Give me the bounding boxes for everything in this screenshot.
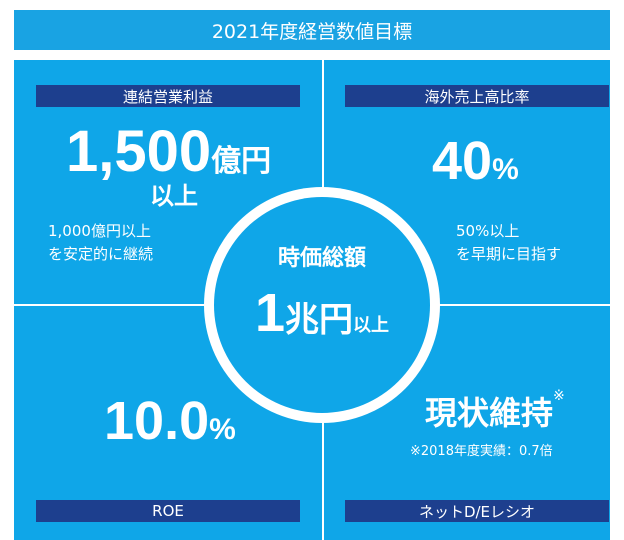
label: 連結営業利益 bbox=[122, 87, 213, 106]
note: 1,000億円以上 bbox=[48, 222, 151, 240]
unit: ※ bbox=[553, 388, 565, 404]
value: 40 bbox=[432, 131, 493, 191]
label: 海外売上高比率 bbox=[424, 87, 530, 106]
suffix: 以上 bbox=[353, 315, 390, 335]
center-value-group: 1兆円以上 bbox=[222, 282, 422, 344]
note: ※2018年度実績：0.7倍 bbox=[410, 444, 553, 459]
title-bar: 2021年度経営数値目標 bbox=[14, 10, 610, 50]
unit: 兆円 bbox=[285, 301, 354, 339]
label-bar: ネットD/Eレシオ bbox=[345, 500, 609, 522]
label: ネットD/Eレシオ bbox=[418, 502, 536, 521]
label-bar: ROE bbox=[36, 500, 300, 522]
value-group: 現状維持※ bbox=[425, 388, 565, 434]
suffix: 以上 bbox=[150, 183, 198, 210]
center-disc bbox=[214, 197, 430, 413]
label: ROE bbox=[152, 502, 184, 520]
unit: % bbox=[492, 153, 519, 186]
value: 1,500 bbox=[66, 119, 212, 184]
value: 1 bbox=[254, 283, 286, 343]
label-bar: 海外売上高比率 bbox=[345, 85, 609, 107]
note: を安定的に継続 bbox=[48, 245, 154, 263]
value: 10.0 bbox=[104, 391, 210, 451]
value-group: 40% bbox=[432, 130, 519, 192]
note: を早期に目指す bbox=[456, 245, 562, 263]
title: 2021年度経営数値目標 bbox=[211, 20, 413, 43]
unit: % bbox=[209, 413, 236, 446]
value-group: 1,500億円 bbox=[66, 118, 271, 185]
value-group: 10.0% bbox=[104, 390, 236, 452]
note: 50%以上 bbox=[456, 222, 520, 240]
unit: 億円 bbox=[211, 145, 272, 178]
center-label: 時価総額 bbox=[277, 245, 366, 270]
value: 現状維持 bbox=[425, 395, 554, 431]
label-bar: 連結営業利益 bbox=[36, 85, 300, 107]
